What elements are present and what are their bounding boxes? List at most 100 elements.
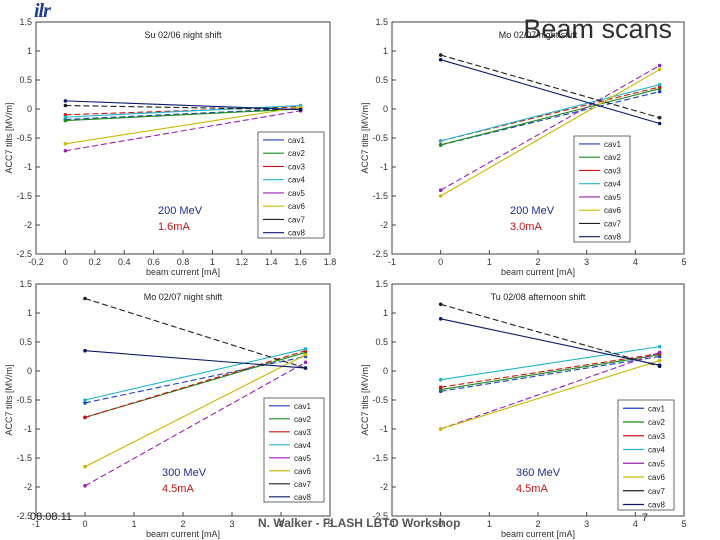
series-line-cav7: [65, 104, 301, 111]
series-line-cav5: [440, 351, 660, 430]
y-tick-label: -1: [24, 424, 32, 434]
chart-title: Mo 02/07 night shift: [144, 292, 223, 302]
x-tick-label: 1: [487, 519, 492, 529]
legend-label-cav6: cav6: [294, 467, 311, 476]
ilc-logo: ilr: [34, 0, 51, 22]
y-tick-label: -0.5: [16, 395, 32, 405]
legend-label-cav7: cav7: [648, 487, 665, 496]
y-tick-label: 0: [27, 366, 32, 376]
legend-box: [257, 131, 325, 239]
data-point-cav7: [83, 296, 87, 301]
data-point-cav8: [438, 57, 443, 62]
legend-label-cav2: cav2: [288, 149, 305, 158]
legend-label-cav7: cav7: [604, 219, 621, 228]
data-point-cav7: [438, 302, 443, 307]
x-tick-label: 4: [633, 519, 638, 529]
legend-label-cav1: cav1: [604, 140, 621, 149]
series-line-cav6: [65, 106, 301, 145]
data-point-cav2: [63, 118, 68, 123]
legend-box: [573, 135, 631, 243]
x-tick-label: 1.2: [236, 257, 249, 267]
y-tick-label: -2: [380, 482, 388, 492]
legend-label-cav8: cav8: [288, 229, 305, 238]
series-line-cav2: [440, 88, 660, 146]
series-line-cav8: [440, 318, 660, 366]
data-point-cav6: [657, 358, 662, 363]
y-tick-label: 0.5: [19, 337, 32, 347]
data-point-cav4: [438, 139, 443, 143]
x-tick-label: -1: [388, 519, 396, 529]
data-point-cav6: [63, 142, 68, 146]
footer-date: 08.08.11: [30, 511, 73, 523]
x-tick-label: 0: [82, 519, 87, 529]
x-axis-label: beam current [mA]: [501, 529, 575, 539]
series-line-cav7: [84, 297, 306, 369]
legend-label-cav2: cav2: [294, 415, 311, 424]
series-line-cav6: [440, 360, 660, 430]
y-tick-label: -0.5: [16, 133, 32, 143]
legend-label-cav8: cav8: [294, 493, 311, 502]
chart-panel-3: -1 0 1 2 3 4 5 -2.5 -2 -1.5 -1 -0.5 0 0.5 1 1.5 Mo 02/07…: [4, 279, 333, 539]
data-point-cav4: [63, 115, 68, 119]
x-tick-label: 5: [681, 257, 686, 267]
annotation-current: 3.0mA: [510, 221, 542, 233]
y-axis-label: ACC7 tilts [MV/m]: [4, 102, 14, 173]
series-line-cav2: [440, 354, 660, 391]
y-tick-label: 0: [383, 366, 388, 376]
chart-title: Mo 02/07 night shift: [499, 30, 578, 40]
series-line-cav2: [65, 108, 301, 122]
data-point-cav1: [657, 89, 662, 94]
legend-label-cav5: cav5: [288, 189, 305, 198]
footer-credit: N. Walker - FLASH LBTO Workshop: [258, 516, 461, 530]
y-tick-label: 0.5: [375, 75, 388, 85]
y-tick-label: -1.5: [16, 191, 32, 201]
legend-label-cav3: cav3: [648, 432, 665, 441]
data-point-cav6: [657, 67, 662, 72]
y-tick-label: -1: [380, 424, 388, 434]
x-tick-label: -1: [32, 519, 40, 529]
legend-box: [263, 397, 325, 503]
legend-label-cav4: cav4: [294, 441, 311, 450]
x-tick-label: 1.8: [324, 257, 337, 267]
legend-label-cav1: cav1: [294, 402, 311, 411]
data-point-cav2: [438, 143, 443, 147]
annotation-current: 4.5mA: [516, 483, 548, 495]
data-point-cav5: [63, 148, 68, 153]
y-tick-label: -2.5: [16, 511, 32, 521]
data-point-cav7: [63, 103, 68, 108]
series-line-cav5: [84, 361, 306, 487]
data-point-cav3: [83, 415, 87, 420]
x-tick-label: 2: [535, 519, 540, 529]
x-tick-label: 1: [131, 519, 136, 529]
x-tick-label: 0: [438, 257, 443, 267]
y-tick-label: 1: [27, 46, 32, 56]
legend-label-cav3: cav3: [288, 162, 305, 171]
legend-label-cav5: cav5: [604, 193, 621, 202]
y-tick-label: -2.5: [372, 511, 388, 521]
data-point-cav6: [438, 427, 443, 431]
data-point-cav4: [657, 344, 662, 349]
annotation-energy: 300 MeV: [162, 467, 207, 479]
legend-label-cav8: cav8: [648, 501, 665, 510]
data-point-cav8: [657, 363, 662, 368]
x-tick-label: 1.6: [294, 257, 307, 267]
plot-area: [391, 21, 685, 255]
y-tick-label: 1: [383, 308, 388, 318]
y-tick-label: -2.5: [372, 249, 388, 259]
chart-panel-2: -1 0 1 2 3 4 5 -2.5 -2 -1.5 -1 -0.5 0 0.5 1 1.5 Mo 02/07…: [360, 17, 687, 277]
y-axis-label: ACC7 tilts [MV/m]: [360, 102, 370, 173]
data-point-cav8: [438, 317, 443, 321]
legend-label-cav1: cav1: [288, 136, 305, 145]
x-tick-label: 3: [229, 519, 234, 529]
series-line-cav4: [440, 84, 660, 142]
annotation-energy: 360 MeV: [516, 467, 561, 479]
data-point-cav5: [83, 484, 87, 488]
y-tick-label: 0.5: [375, 337, 388, 347]
x-tick-label: -0.2: [28, 257, 44, 267]
x-tick-label: 4: [633, 257, 638, 267]
x-tick-label: 0.4: [118, 257, 131, 267]
y-tick-label: 0.5: [19, 75, 32, 85]
annotation-energy: 200 MeV: [510, 205, 555, 217]
series-line-cav5: [65, 110, 301, 152]
series-line-cav1: [440, 355, 660, 392]
